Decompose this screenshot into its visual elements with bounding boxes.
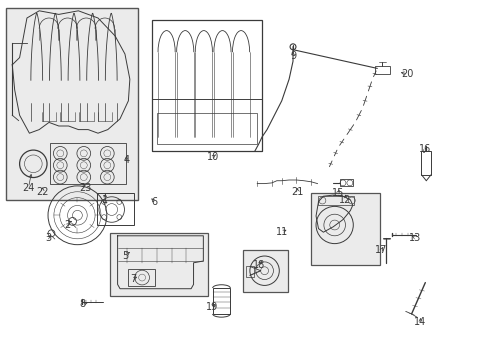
Text: 15: 15 bbox=[332, 188, 344, 198]
Bar bbox=[50, 143, 126, 184]
Text: 2: 2 bbox=[65, 220, 71, 230]
Bar bbox=[97, 193, 134, 225]
Text: 4: 4 bbox=[123, 155, 129, 165]
Text: 16: 16 bbox=[419, 144, 432, 154]
Bar bbox=[246, 266, 254, 277]
Text: 12: 12 bbox=[339, 195, 352, 205]
Bar bbox=[152, 20, 262, 151]
Text: 13: 13 bbox=[410, 233, 421, 243]
Text: 5: 5 bbox=[122, 251, 128, 261]
Text: 11: 11 bbox=[275, 227, 288, 237]
Text: 20: 20 bbox=[401, 69, 414, 79]
Text: 6: 6 bbox=[151, 197, 157, 207]
Bar bbox=[318, 196, 354, 205]
Bar bbox=[243, 250, 288, 292]
Bar bbox=[340, 179, 353, 186]
Text: 18: 18 bbox=[253, 260, 265, 270]
Text: 3: 3 bbox=[45, 233, 51, 243]
Bar bbox=[157, 113, 257, 144]
Text: 19: 19 bbox=[206, 302, 218, 312]
Text: 22: 22 bbox=[36, 186, 49, 197]
Bar bbox=[110, 233, 208, 296]
Text: 7: 7 bbox=[130, 274, 136, 284]
Text: 24: 24 bbox=[22, 183, 35, 193]
Bar bbox=[311, 193, 380, 265]
Bar bbox=[213, 288, 230, 314]
Bar bbox=[375, 66, 390, 74]
Text: 8: 8 bbox=[79, 299, 85, 309]
Bar bbox=[128, 269, 155, 286]
Text: 21: 21 bbox=[292, 186, 304, 197]
Text: 14: 14 bbox=[415, 317, 427, 327]
Bar bbox=[152, 99, 262, 151]
Text: 23: 23 bbox=[79, 183, 92, 193]
Bar bbox=[6, 8, 138, 200]
Bar bbox=[421, 151, 431, 175]
Text: 10: 10 bbox=[207, 152, 220, 162]
Text: 9: 9 bbox=[290, 51, 296, 61]
Text: 1: 1 bbox=[102, 195, 108, 205]
Text: 17: 17 bbox=[375, 245, 388, 255]
